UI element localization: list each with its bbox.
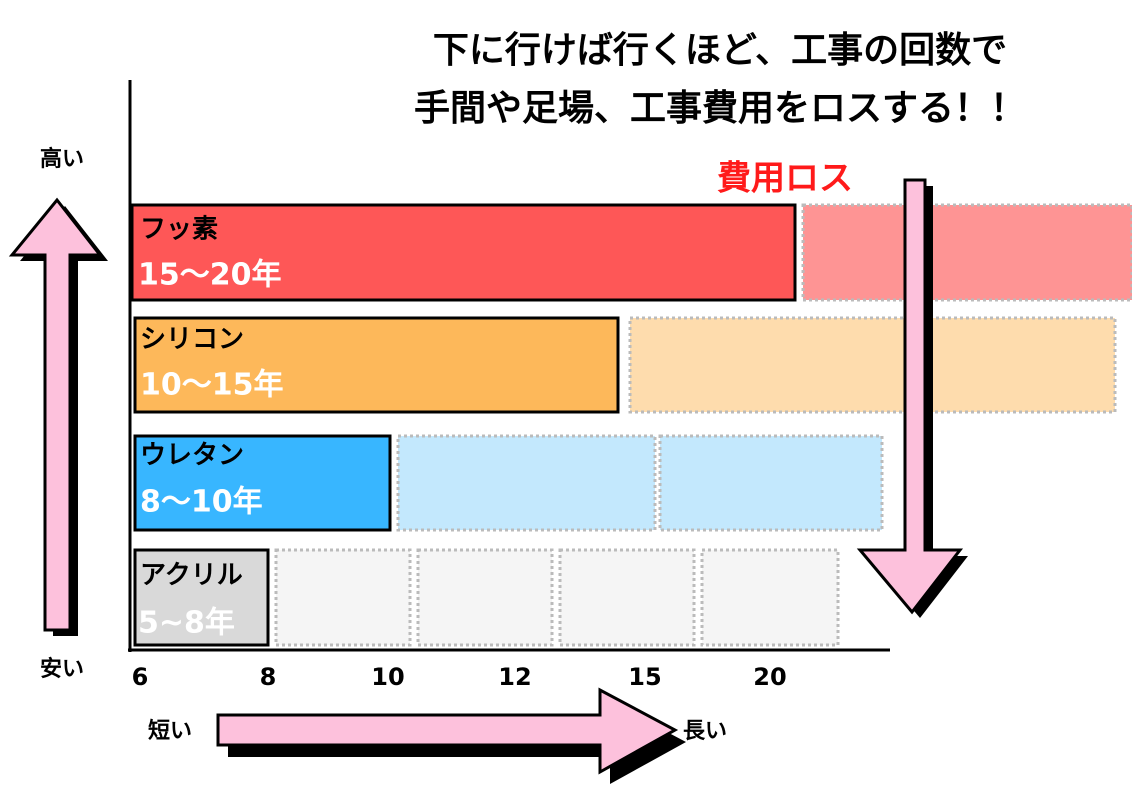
- y-axis-high: 高い: [40, 146, 84, 172]
- x-axis-long: 長い: [683, 719, 727, 744]
- bar-name: フッ素: [140, 215, 218, 245]
- loss-block: [801, 203, 1132, 302]
- x-tick-label: 8: [260, 663, 277, 691]
- bar-years: 5~8年: [138, 606, 235, 641]
- title-line: 手間や足場、工事費用をロスする！！: [414, 88, 1026, 129]
- x-tick-label: 15: [628, 663, 661, 691]
- loss-block: [558, 548, 696, 647]
- bar-name: アクリル: [140, 561, 243, 591]
- x-tick-label: 6: [132, 663, 149, 691]
- loss-label: 費用ロス: [717, 159, 853, 199]
- bar-years: 15〜20年: [138, 258, 282, 293]
- arrow-down: [856, 178, 964, 615]
- loss-block: [396, 434, 657, 532]
- bar-years: 8〜10年: [140, 485, 263, 520]
- bar: [133, 434, 392, 532]
- loss-block: [658, 434, 884, 532]
- bar-name: シリコン: [140, 325, 244, 355]
- x-tick-label: 20: [753, 663, 786, 691]
- arrow-right: [216, 687, 679, 775]
- bar: [130, 203, 797, 302]
- bar-name: ウレタン: [140, 441, 244, 471]
- loss-block: [628, 316, 1117, 414]
- y-axis-low: 安い: [40, 656, 84, 682]
- bar: [133, 548, 270, 647]
- loss-block: [274, 548, 412, 647]
- x-axis-short: 短い: [148, 719, 192, 744]
- x-tick-label: 12: [498, 663, 531, 691]
- title-line: 下に行けば行くほど、工事の回数で: [433, 30, 1007, 71]
- bar-years: 10〜15年: [140, 368, 284, 403]
- loss-block: [700, 548, 840, 647]
- loss-block: [416, 548, 554, 647]
- arrow-up: [8, 197, 104, 632]
- bar: [133, 316, 620, 414]
- x-tick-label: 10: [371, 663, 404, 691]
